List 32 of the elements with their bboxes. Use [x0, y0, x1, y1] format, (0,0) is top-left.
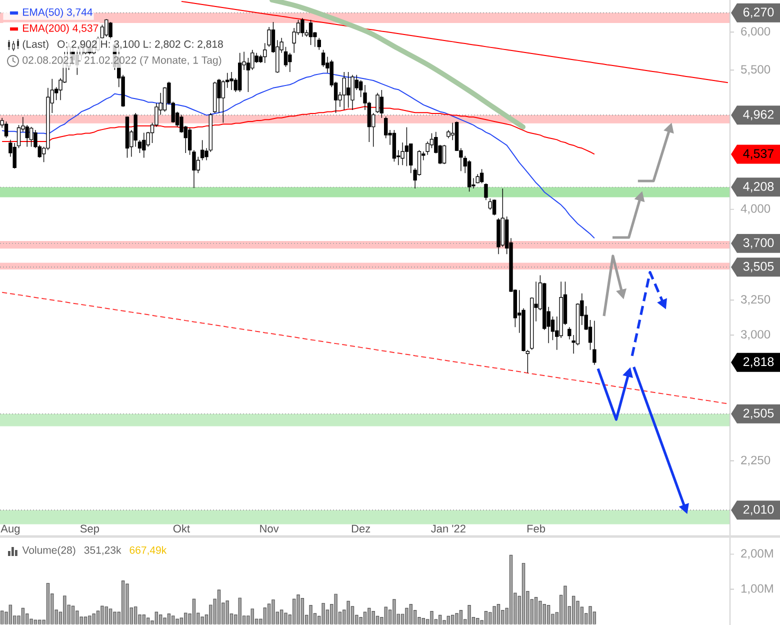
ref-line-label: 4,962	[743, 110, 774, 120]
y-tick-label: 4,000	[740, 204, 770, 214]
y-tick-label: 6,000	[741, 27, 770, 37]
y-tick-label: 2,00M	[741, 549, 773, 560]
legend-label: EMA(50) 3,744	[23, 8, 92, 18]
x-tick-label: Nov	[260, 524, 279, 533]
x-tick-label: Feb	[527, 524, 546, 533]
legend-label: EMA(200) 4,537	[23, 24, 98, 34]
x-tick-label: Jan '22	[431, 524, 466, 533]
text: 4,537	[743, 149, 774, 160]
annotation: (Last)	[22, 40, 48, 50]
x-tick-label: Dez	[352, 524, 370, 533]
annotation: 02.08.2021 - 21.02.2022 (7 Monate, 1 Tag)	[22, 56, 222, 66]
annotation: 667,49k	[130, 546, 167, 556]
y-tick-label: 3,000	[740, 330, 770, 340]
y-tick-label: 3,250	[740, 295, 770, 306]
y-tick-label: 2,250	[741, 456, 770, 466]
y-tick-label: 1,00M	[741, 584, 773, 594]
ref-line-label: 3,505	[743, 262, 774, 272]
ref-line-label: 2,505	[743, 408, 774, 420]
y-tick-label: 5,500	[741, 65, 770, 76]
ref-line-label: 6,270	[743, 8, 774, 18]
x-tick-label: Okt	[173, 524, 190, 533]
x-tick-label: Sep	[80, 524, 99, 535]
ref-line-label: 4,208	[743, 182, 774, 192]
annotation: O: 2,902 H: 3,100 L: 2,802 C: 2,818	[58, 40, 223, 50]
x-tick-label: Aug	[0, 524, 20, 535]
ref-line-label: 3,700	[743, 238, 774, 249]
text: 2,818	[743, 357, 774, 368]
annotation: 351,23k	[84, 546, 122, 556]
ref-line-label: 2,010	[743, 504, 774, 516]
text: Volume(28)	[22, 546, 76, 556]
